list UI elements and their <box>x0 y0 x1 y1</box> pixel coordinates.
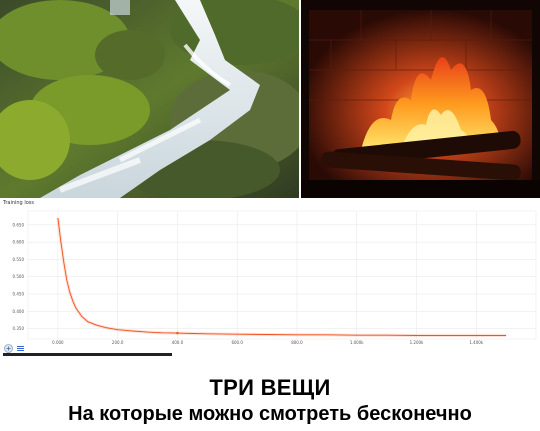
y-tick-label: 0.350 <box>13 326 25 331</box>
caption-subtitle: На которые можно смотреть бесконечно <box>68 403 472 425</box>
x-tick-label: 600.0 <box>231 340 243 345</box>
x-tick-label: 1.000k <box>350 340 364 345</box>
y-tick-label: 0.400 <box>13 309 25 314</box>
y-tick-label: 0.450 <box>13 292 25 297</box>
y-tick-label: 0.500 <box>13 274 25 279</box>
loss-line <box>57 217 507 336</box>
fireplace-photo <box>301 0 540 198</box>
training-loss-chart: 0.350 0.400 0.450 0.500 0.550 0.600 0.650 0.000… <box>0 199 540 359</box>
plot-frame <box>27 210 537 340</box>
x-tick-label: 1.400k <box>469 340 483 345</box>
y-tick-label: 0.650 <box>13 222 25 227</box>
x-tick-label: 1.200k <box>410 340 424 345</box>
x-tick-label: 800.0 <box>291 340 303 345</box>
x-tick-label: 200.0 <box>112 340 124 345</box>
scroll-bar[interactable] <box>3 353 172 356</box>
chart-title: Training loss <box>3 200 34 206</box>
data-download-icon[interactable] <box>16 344 25 353</box>
data-point <box>176 331 179 335</box>
chart-toolbar <box>4 343 25 353</box>
chart-canvas: 0.350 0.400 0.450 0.500 0.550 0.600 0.650 0.000… <box>13 210 537 345</box>
waterfall-photo <box>0 0 299 198</box>
caption-title: ТРИ ВЕЩИ <box>209 375 331 400</box>
fit-domain-icon[interactable] <box>4 343 13 353</box>
y-tick-label: 0.600 <box>13 240 25 245</box>
x-tick-label: 0.000 <box>52 340 64 345</box>
x-tick-label: 400.0 <box>172 340 184 345</box>
y-tick-label: 0.550 <box>13 257 25 262</box>
